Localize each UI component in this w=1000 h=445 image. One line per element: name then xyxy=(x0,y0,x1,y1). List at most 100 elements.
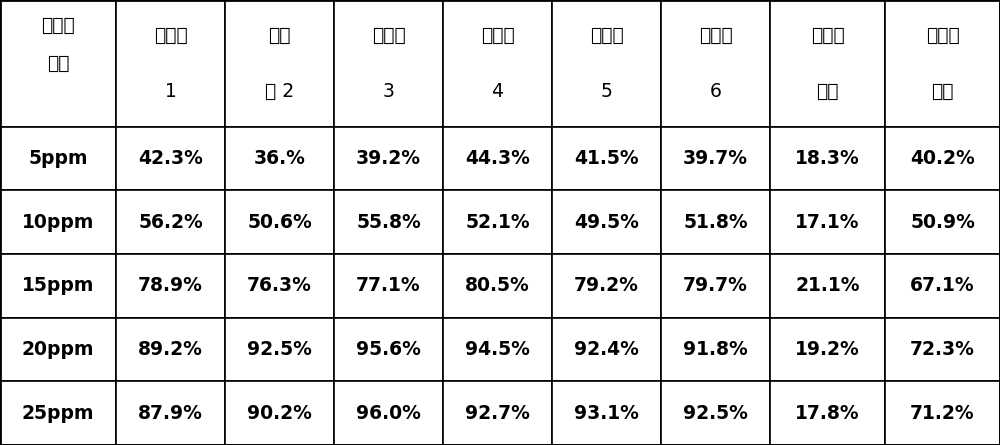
Bar xyxy=(443,190,552,254)
Text: 20ppm: 20ppm xyxy=(22,340,94,359)
Text: 5ppm: 5ppm xyxy=(28,149,88,168)
Text: 71.2%: 71.2% xyxy=(910,404,975,423)
Bar xyxy=(770,127,885,190)
Bar xyxy=(225,190,334,254)
Bar xyxy=(0,254,116,318)
Bar xyxy=(885,254,1000,318)
Bar xyxy=(116,318,225,381)
Bar xyxy=(770,318,885,381)
Text: 4: 4 xyxy=(492,82,504,101)
Text: 5: 5 xyxy=(601,82,612,101)
Text: 92.5%: 92.5% xyxy=(247,340,312,359)
Text: 国内某: 国内某 xyxy=(811,26,844,45)
Bar xyxy=(334,127,443,190)
Bar xyxy=(770,190,885,254)
Text: 17.1%: 17.1% xyxy=(795,213,860,232)
Bar xyxy=(225,381,334,445)
Text: 90.2%: 90.2% xyxy=(247,404,312,423)
Text: 品牌: 品牌 xyxy=(816,82,839,101)
Bar xyxy=(0,318,116,381)
Bar xyxy=(552,381,661,445)
Text: 3: 3 xyxy=(383,82,394,101)
Text: 72.3%: 72.3% xyxy=(910,340,975,359)
Bar xyxy=(116,127,225,190)
Text: 39.2%: 39.2% xyxy=(356,149,421,168)
Text: 79.7%: 79.7% xyxy=(683,276,748,295)
Bar xyxy=(661,381,770,445)
Text: 93.1%: 93.1% xyxy=(574,404,639,423)
Bar xyxy=(334,318,443,381)
Text: 77.1%: 77.1% xyxy=(356,276,421,295)
Bar xyxy=(770,0,885,127)
Text: 实施例: 实施例 xyxy=(590,26,623,45)
Bar xyxy=(0,127,116,190)
Bar xyxy=(885,0,1000,127)
Text: 50.6%: 50.6% xyxy=(247,213,312,232)
Bar xyxy=(885,381,1000,445)
Text: 55.8%: 55.8% xyxy=(356,213,421,232)
Text: 39.7%: 39.7% xyxy=(683,149,748,168)
Text: 实施例: 实施例 xyxy=(372,26,405,45)
Text: 品牌: 品牌 xyxy=(931,82,954,101)
Bar xyxy=(552,318,661,381)
Bar xyxy=(661,190,770,254)
Bar xyxy=(885,190,1000,254)
Text: 80.5%: 80.5% xyxy=(465,276,530,295)
Text: 25ppm: 25ppm xyxy=(22,404,94,423)
Text: 国外某: 国外某 xyxy=(926,26,959,45)
Text: 51.8%: 51.8% xyxy=(683,213,748,232)
Bar xyxy=(661,318,770,381)
Text: 67.1%: 67.1% xyxy=(910,276,975,295)
Text: 40.2%: 40.2% xyxy=(910,149,975,168)
Text: 52.1%: 52.1% xyxy=(465,213,530,232)
Bar xyxy=(885,318,1000,381)
Text: 剂量: 剂量 xyxy=(47,54,69,73)
Text: 79.2%: 79.2% xyxy=(574,276,639,295)
Bar xyxy=(661,127,770,190)
Bar xyxy=(116,190,225,254)
Text: 19.2%: 19.2% xyxy=(795,340,860,359)
Text: 17.8%: 17.8% xyxy=(795,404,860,423)
Text: 36.%: 36.% xyxy=(254,149,305,168)
Bar xyxy=(334,254,443,318)
Text: 实施: 实施 xyxy=(268,26,291,45)
Bar xyxy=(116,0,225,127)
Bar xyxy=(552,0,661,127)
Text: 42.3%: 42.3% xyxy=(138,149,203,168)
Text: 89.2%: 89.2% xyxy=(138,340,203,359)
Text: 44.3%: 44.3% xyxy=(465,149,530,168)
Bar xyxy=(443,127,552,190)
Bar xyxy=(225,127,334,190)
Bar xyxy=(334,381,443,445)
Bar xyxy=(116,381,225,445)
Bar xyxy=(225,0,334,127)
Text: 例 2: 例 2 xyxy=(265,82,294,101)
Text: 78.9%: 78.9% xyxy=(138,276,203,295)
Text: 76.3%: 76.3% xyxy=(247,276,312,295)
Text: 49.5%: 49.5% xyxy=(574,213,639,232)
Bar xyxy=(661,254,770,318)
Bar xyxy=(770,254,885,318)
Text: 91.8%: 91.8% xyxy=(683,340,748,359)
Text: 87.9%: 87.9% xyxy=(138,404,203,423)
Bar xyxy=(443,254,552,318)
Bar xyxy=(661,0,770,127)
Bar xyxy=(443,318,552,381)
Bar xyxy=(225,254,334,318)
Bar xyxy=(770,381,885,445)
Text: 6: 6 xyxy=(710,82,721,101)
Text: 21.1%: 21.1% xyxy=(795,276,860,295)
Text: 实施例: 实施例 xyxy=(699,26,732,45)
Bar xyxy=(225,318,334,381)
Text: 56.2%: 56.2% xyxy=(138,213,203,232)
Text: 实施例: 实施例 xyxy=(481,26,514,45)
Text: 94.5%: 94.5% xyxy=(465,340,530,359)
Text: 15ppm: 15ppm xyxy=(22,276,94,295)
Bar xyxy=(334,190,443,254)
Text: 实施例: 实施例 xyxy=(154,26,187,45)
Text: 96.0%: 96.0% xyxy=(356,404,421,423)
Bar xyxy=(885,127,1000,190)
Bar xyxy=(552,190,661,254)
Text: 92.7%: 92.7% xyxy=(465,404,530,423)
Bar xyxy=(334,0,443,127)
